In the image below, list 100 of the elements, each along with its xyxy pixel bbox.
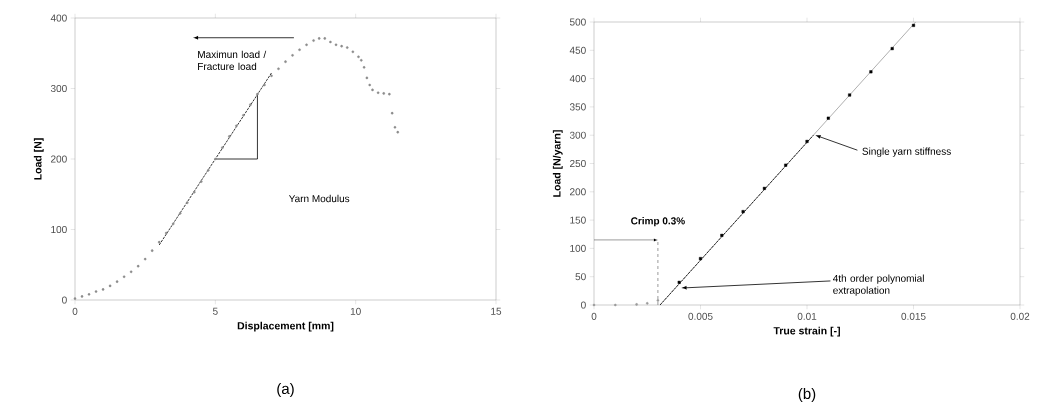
point — [270, 74, 273, 78]
annotation: Maximun load / Fracture load — [198, 50, 267, 70]
x-tick-label: 0.005 — [688, 312, 713, 320]
x-tick-label: 0 — [72, 307, 78, 315]
point — [396, 130, 400, 134]
point — [207, 168, 210, 172]
point — [150, 249, 154, 252]
point — [869, 70, 873, 74]
point — [805, 139, 809, 143]
point — [614, 303, 617, 307]
point — [351, 50, 355, 54]
point — [390, 111, 394, 115]
point — [784, 163, 788, 167]
point — [359, 59, 363, 62]
text: (b) — [798, 388, 816, 402]
point — [221, 146, 224, 150]
point — [171, 222, 175, 226]
point — [101, 288, 105, 291]
point — [357, 55, 360, 59]
point — [192, 190, 196, 194]
x-axis-title: True strain [-] — [773, 326, 840, 337]
point — [228, 135, 231, 138]
point — [87, 293, 91, 296]
text: (a) — [277, 383, 294, 397]
point — [368, 83, 371, 87]
y-tick-label: 450 — [569, 46, 586, 54]
annotation: 4th order polynomial extrapolation — [833, 274, 924, 296]
y-tick-label: 200 — [51, 155, 67, 163]
point — [80, 295, 84, 298]
point — [94, 290, 98, 293]
point — [277, 67, 280, 71]
y-tick-label: 0 — [62, 296, 67, 304]
y-tick-label: 250 — [570, 159, 586, 168]
x-tick-label: 0.015 — [901, 312, 926, 320]
point — [329, 40, 332, 44]
point — [699, 257, 702, 261]
point — [677, 280, 681, 284]
x-tick-label: 15 — [491, 307, 502, 315]
point — [256, 92, 259, 96]
ref-line-label: Crimp 0.3% — [631, 217, 685, 227]
point — [178, 211, 182, 215]
point — [73, 297, 77, 300]
point — [340, 44, 343, 48]
point — [365, 76, 369, 80]
y-axis-title: Load [N] — [33, 138, 44, 180]
point — [164, 231, 168, 235]
point — [312, 39, 315, 42]
y-tick-label: 50 — [575, 273, 586, 281]
y-tick-label: 400 — [50, 14, 67, 22]
point — [826, 116, 830, 120]
point — [242, 113, 245, 117]
y-tick-label: 0 — [581, 301, 586, 309]
point — [382, 92, 386, 95]
point — [157, 240, 161, 244]
point — [376, 91, 380, 95]
point — [298, 48, 301, 52]
point — [393, 125, 397, 129]
point — [635, 303, 638, 306]
point — [334, 43, 338, 47]
point — [291, 54, 294, 57]
point — [108, 284, 112, 288]
point — [592, 303, 596, 307]
y-tick-label: 300 — [50, 84, 67, 93]
point — [720, 233, 724, 237]
y-tick-label: 400 — [569, 75, 586, 83]
point — [912, 23, 915, 27]
point — [185, 201, 189, 205]
y-axis-title: Load [N/yarn] — [552, 130, 563, 197]
x-axis-title: Displacement [mm] — [237, 321, 334, 332]
x-tick-label: 0.02 — [1010, 312, 1030, 320]
y-tick-label: 150 — [570, 216, 586, 224]
y-tick-label: 500 — [569, 18, 586, 26]
point — [388, 92, 391, 96]
point — [848, 93, 852, 97]
point — [741, 210, 745, 214]
point — [263, 83, 266, 87]
point — [136, 264, 140, 268]
point — [143, 257, 147, 261]
point — [115, 280, 119, 283]
point — [656, 299, 660, 302]
x-tick-label: 0.01 — [797, 312, 817, 320]
x-tick-label: 0 — [591, 312, 597, 320]
y-tick-label: 100 — [51, 225, 67, 234]
point — [645, 302, 649, 305]
point — [317, 37, 321, 40]
point — [284, 60, 287, 64]
point — [371, 88, 374, 92]
x-tick-label: 10 — [350, 307, 361, 315]
x-tick-label: 5 — [212, 307, 218, 315]
y-tick-label: 100 — [570, 244, 586, 252]
annotation: Single yarn stiffness — [862, 147, 951, 157]
y-tick-label: 350 — [569, 103, 586, 111]
annotation: Yarn Modulus — [288, 194, 350, 203]
point — [200, 180, 203, 183]
point — [305, 43, 308, 47]
point — [762, 186, 766, 190]
point — [890, 47, 894, 51]
point — [122, 275, 126, 279]
y-tick-label: 200 — [570, 188, 586, 196]
point — [345, 46, 349, 49]
